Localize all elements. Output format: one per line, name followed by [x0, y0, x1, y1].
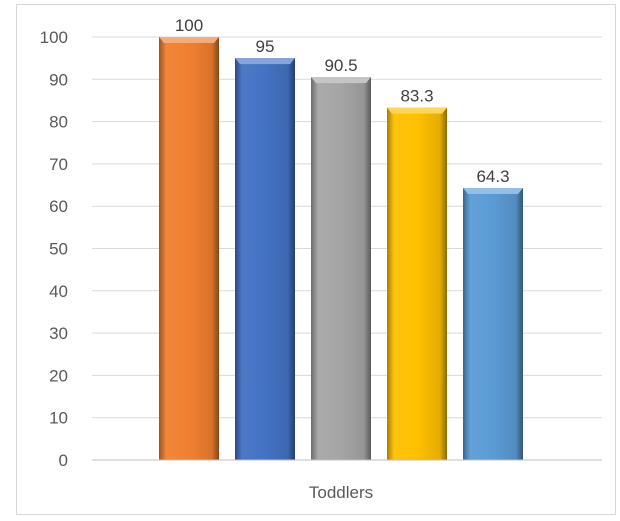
- y-tick-label: 60: [49, 197, 68, 216]
- y-axis-ticks: 0 10 20 30 40 50 60 70 80 90 100: [40, 28, 68, 470]
- bar-bevel: [387, 107, 447, 114]
- y-tick-label: 90: [49, 70, 68, 89]
- y-tick-label: 80: [49, 113, 68, 132]
- bar-bevel: [235, 58, 295, 65]
- y-tick-label: 30: [49, 324, 68, 343]
- data-label: 83.3: [400, 87, 433, 106]
- y-tick-label: 10: [49, 409, 68, 428]
- data-label: 95: [256, 37, 275, 56]
- y-tick-label: 50: [49, 240, 68, 259]
- bar-bevel: [311, 77, 371, 84]
- bar-5: [463, 188, 523, 461]
- data-labels: 100 95 90.5 83.3 64.3: [175, 16, 510, 186]
- y-tick-label: 0: [59, 451, 68, 470]
- data-label: 90.5: [324, 56, 357, 75]
- y-tick-label: 20: [49, 366, 68, 385]
- bar-bevel: [159, 37, 219, 43]
- bar-1: [159, 37, 219, 460]
- y-tick-label: 40: [49, 282, 68, 301]
- bar-4: [387, 107, 447, 461]
- bars: [159, 37, 523, 461]
- bar-2: [235, 58, 295, 461]
- y-tick-label: 70: [49, 155, 68, 174]
- bar-3: [311, 77, 371, 460]
- data-label: 100: [175, 16, 203, 35]
- category-label: Toddlers: [309, 483, 373, 502]
- data-label: 64.3: [476, 167, 509, 186]
- bar-bevel: [463, 188, 523, 195]
- y-tick-label: 100: [40, 28, 68, 47]
